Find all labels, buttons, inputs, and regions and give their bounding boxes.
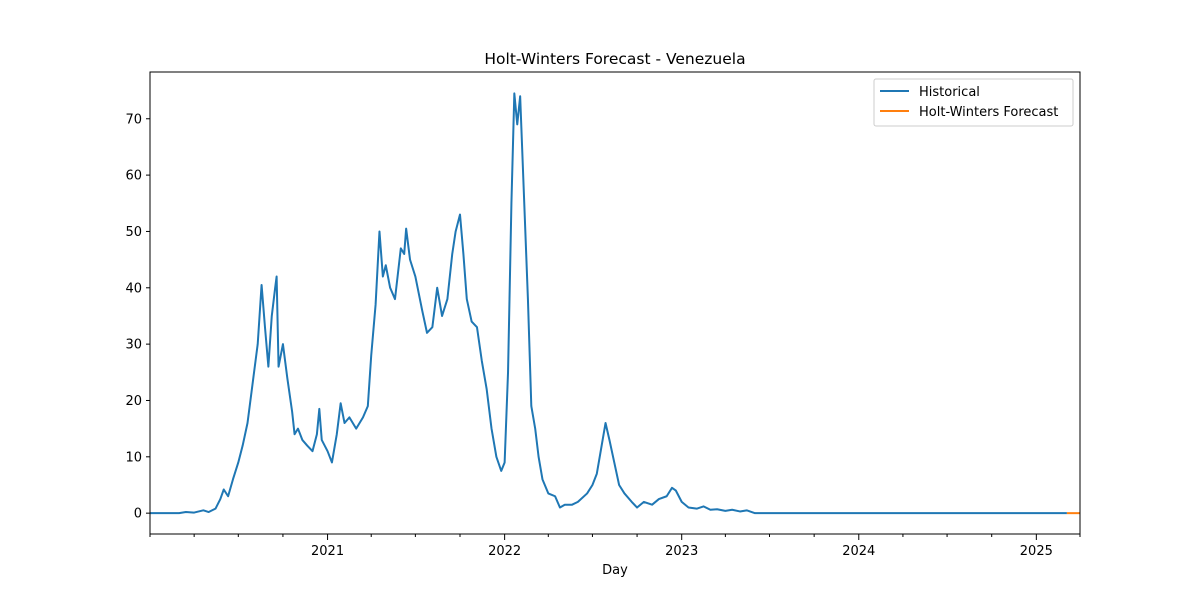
plot-area (149, 71, 1081, 535)
y-axis: 0 10 20 30 40 50 60 70 (125, 112, 150, 522)
y-tick-label: 60 (125, 169, 142, 184)
x-tick-label: 2025 (1020, 544, 1053, 559)
legend-label-forecast: Holt-Winters Forecast (919, 105, 1058, 120)
y-tick-label: 0 (134, 507, 142, 522)
series-layer (150, 92, 1080, 515)
x-axis: 2021 2022 2023 2024 2025 (149, 534, 1081, 559)
x-tick-label: 2021 (311, 544, 344, 559)
x-axis-label: Day (602, 563, 628, 578)
legend-label-historical: Historical (919, 85, 980, 100)
series-line-historical (150, 92, 1067, 515)
legend: Historical Holt-Winters Forecast (873, 78, 1074, 127)
legend-box (873, 78, 1074, 127)
x-tick-label: 2024 (842, 544, 875, 559)
y-tick-label: 20 (125, 394, 142, 409)
plot-frame (149, 71, 1081, 535)
x-tick-label: 2023 (665, 544, 698, 559)
chart-title: Holt-Winters Forecast - Venezuela (484, 50, 745, 68)
x-tick-label: 2022 (488, 544, 521, 559)
y-tick-label: 10 (125, 450, 142, 465)
y-tick-label: 70 (125, 112, 142, 127)
y-tick-label: 40 (125, 281, 142, 296)
y-tick-label: 50 (125, 225, 142, 240)
y-tick-label: 30 (125, 338, 142, 353)
